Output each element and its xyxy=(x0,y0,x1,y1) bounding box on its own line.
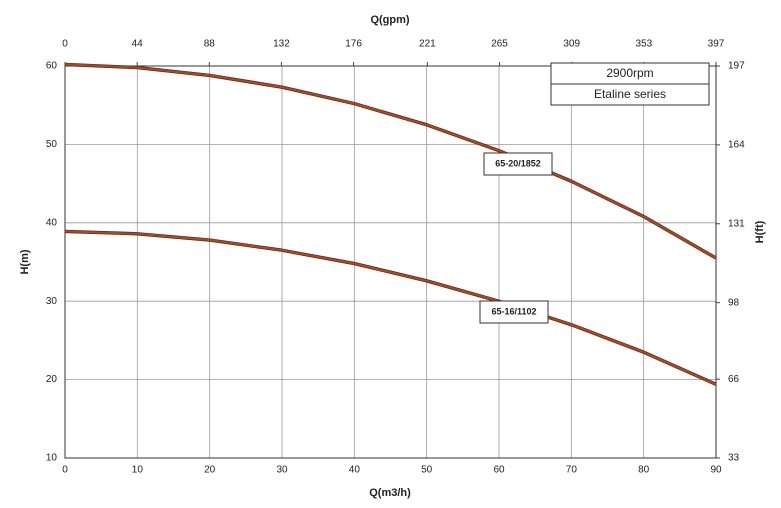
x-tick-label: 70 xyxy=(566,465,578,476)
annotation: 2900rpm xyxy=(606,66,653,80)
x-tick-label: 30 xyxy=(276,465,288,476)
y2-tick-label: 131 xyxy=(728,218,745,229)
curve-outline xyxy=(64,229,717,386)
x2-tick-label: 176 xyxy=(345,39,362,50)
x2-tick-label: 353 xyxy=(636,39,653,50)
x2-tick-label: 44 xyxy=(132,39,144,50)
x2-tick-label: 0 xyxy=(62,39,68,50)
curve-label: 65-20/1852 xyxy=(495,158,541,168)
y2-tick-label: 98 xyxy=(728,297,740,308)
x-tick-label: 0 xyxy=(62,465,68,476)
x-tick-label: 50 xyxy=(421,465,433,476)
y-tick-label: 20 xyxy=(46,374,58,385)
annotation: Etaline series xyxy=(594,87,666,101)
x2-tick-label: 265 xyxy=(491,39,508,50)
x2-axis-title: Q(gpm) xyxy=(370,14,409,26)
curve-label: 65-16/1102 xyxy=(491,306,536,316)
x2-tick-label: 309 xyxy=(563,39,580,50)
x-tick-label: 10 xyxy=(132,465,144,476)
curve xyxy=(64,63,717,259)
y-tick-label: 30 xyxy=(46,296,58,307)
x2-tick-label: 88 xyxy=(204,39,216,50)
x-axis-title: Q(m3/h) xyxy=(369,487,411,499)
x2-tick-label: 397 xyxy=(708,39,725,50)
y2-tick-label: 164 xyxy=(728,140,745,151)
y2-tick-label: 197 xyxy=(728,61,745,72)
curve-label-box xyxy=(483,152,553,176)
y2-tick-label: 33 xyxy=(728,453,740,464)
x2-tick-label: 132 xyxy=(273,39,290,50)
y-axis-title: H(m) xyxy=(19,249,31,274)
y-tick-label: 60 xyxy=(46,61,58,72)
x-tick-label: 60 xyxy=(493,465,505,476)
annotation-box xyxy=(550,83,710,106)
x2-tick-label: 221 xyxy=(419,39,436,50)
y2-axis-title: H(ft) xyxy=(754,220,766,243)
y-tick-label: 50 xyxy=(46,139,58,150)
y-tick-label: 10 xyxy=(46,453,58,464)
plot-border xyxy=(64,65,717,459)
y-tick-label: 40 xyxy=(46,217,58,228)
x-tick-label: 80 xyxy=(638,465,650,476)
y2-tick-label: 66 xyxy=(728,374,740,385)
curve-label-box xyxy=(479,300,549,324)
x-tick-label: 90 xyxy=(710,465,722,476)
x-tick-label: 20 xyxy=(204,465,216,476)
x-tick-label: 40 xyxy=(349,465,361,476)
curve xyxy=(64,230,717,386)
